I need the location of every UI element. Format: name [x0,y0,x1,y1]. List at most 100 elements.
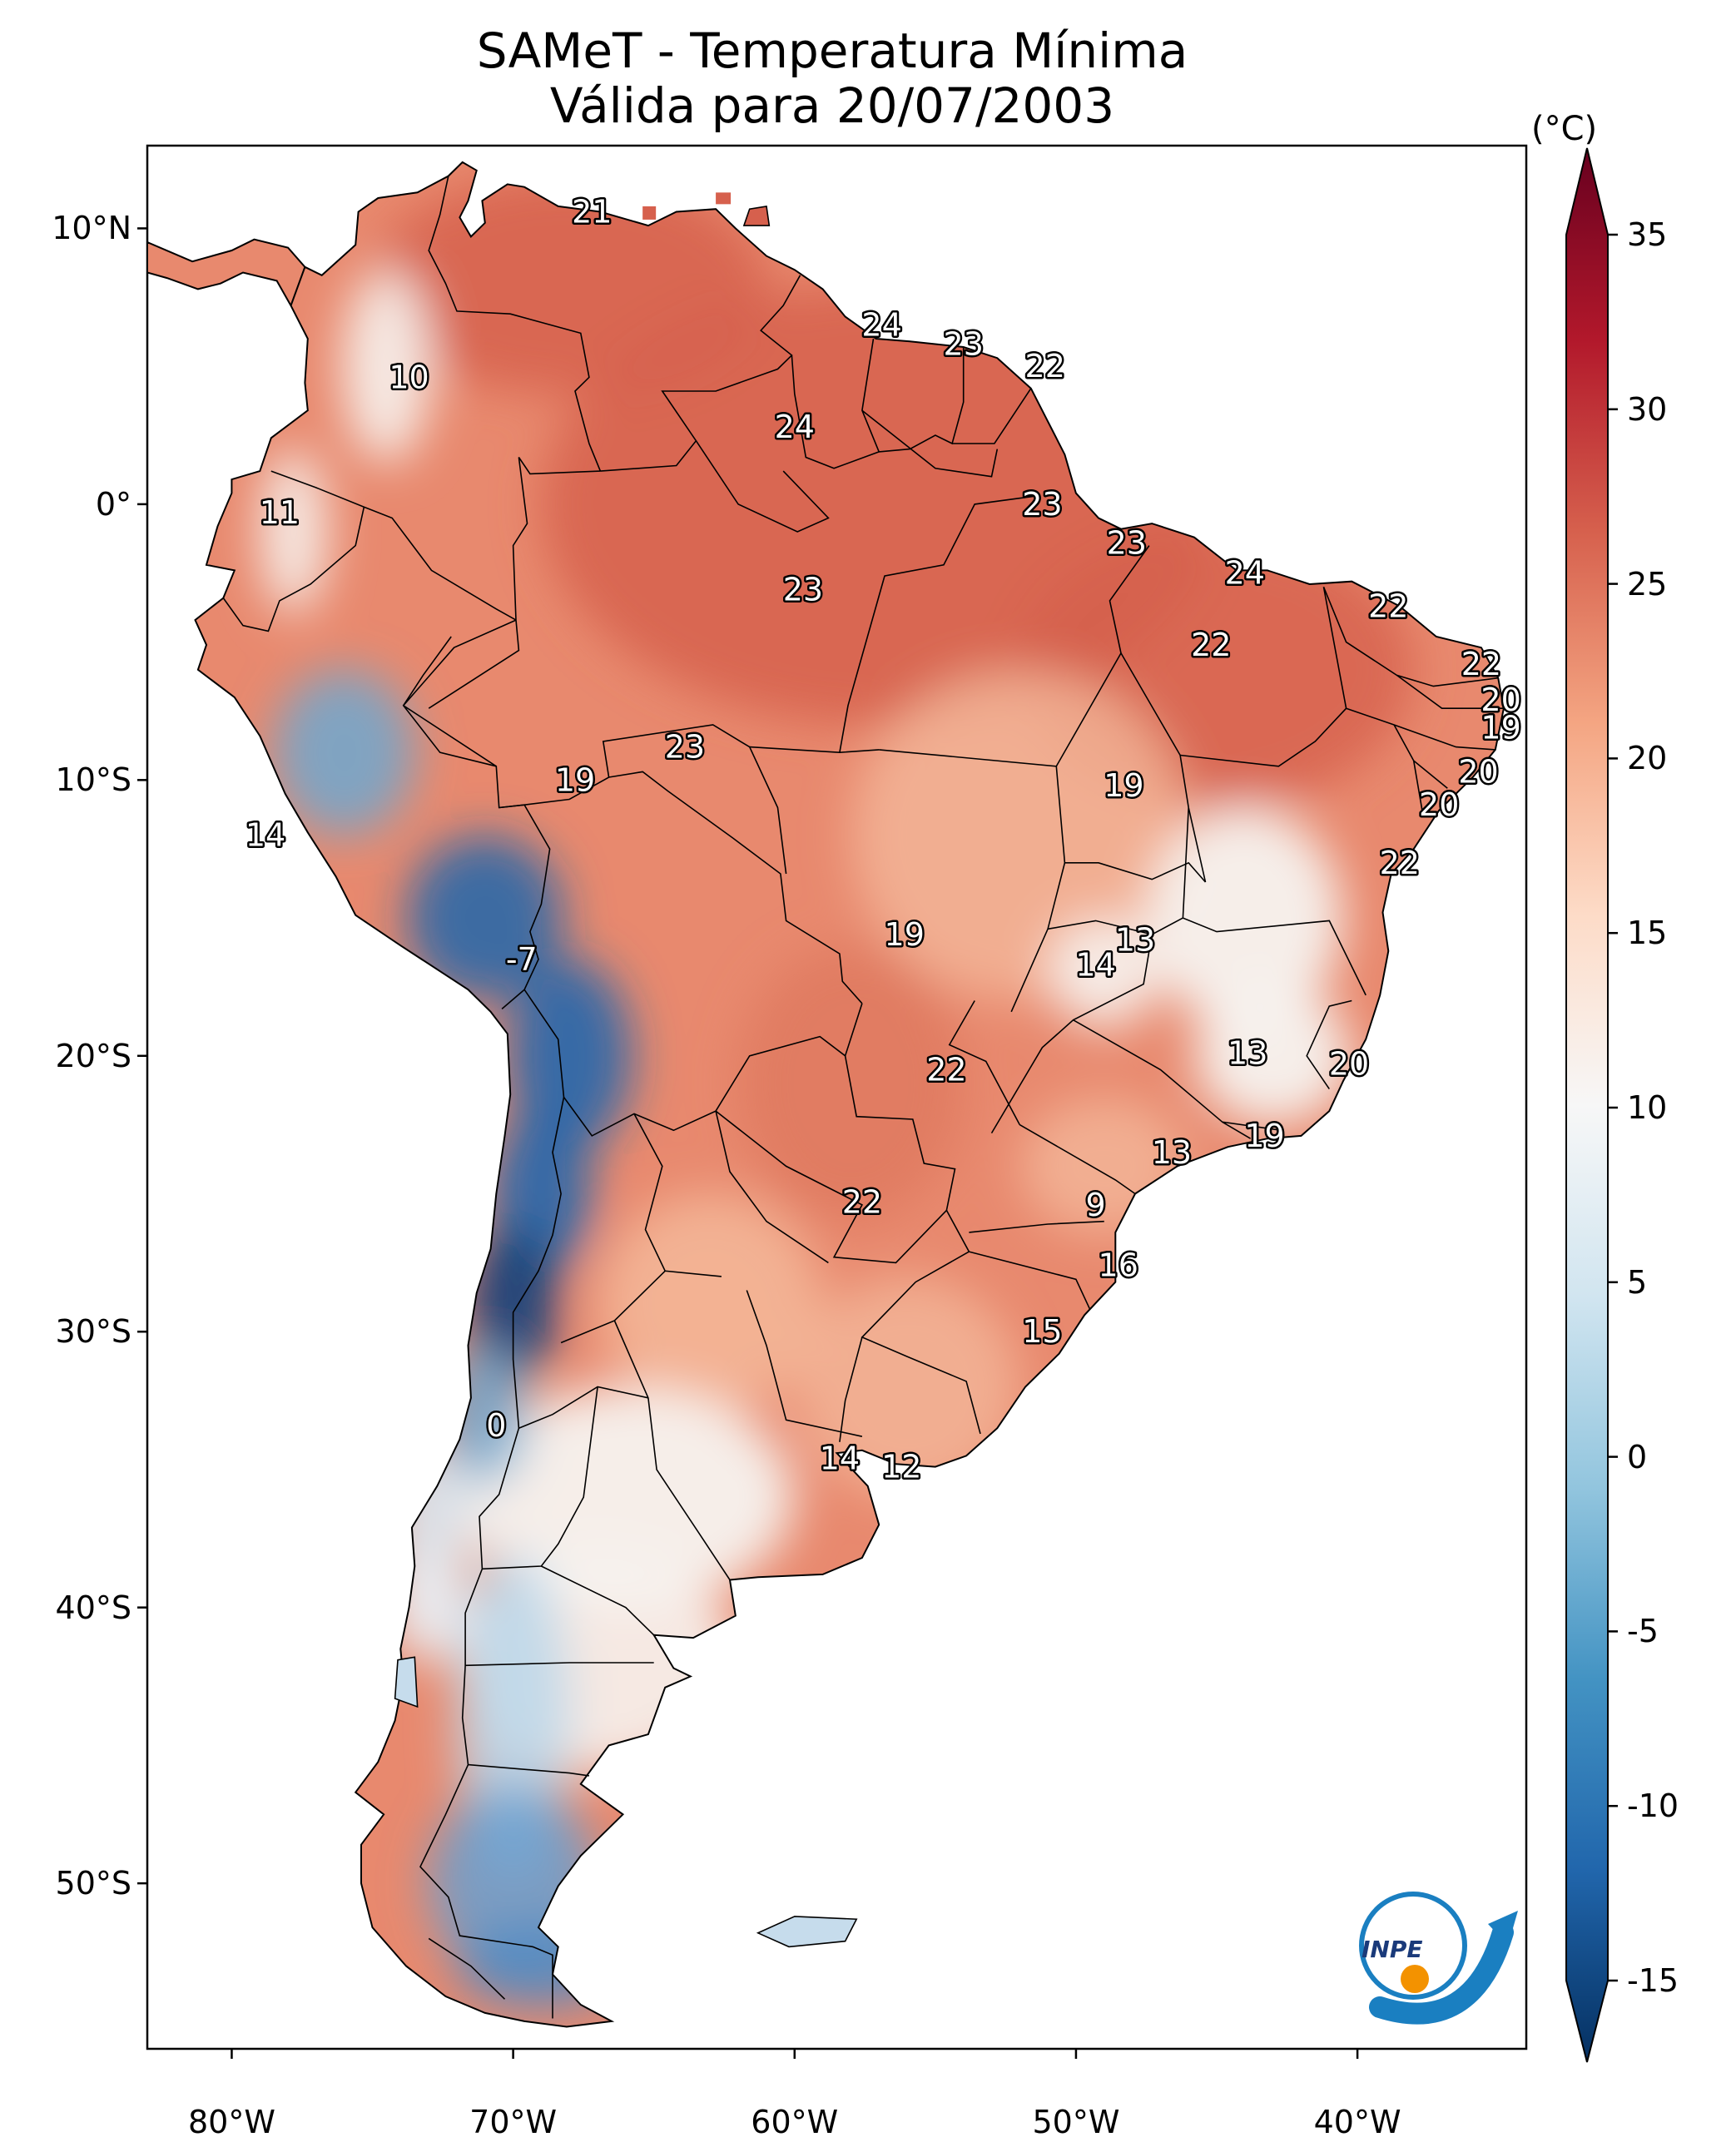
island [716,192,732,205]
temp-region [507,959,632,1153]
station-value-label: 11 [260,494,300,531]
temp-region [1146,807,1344,1029]
station-value-label: 20 [1329,1046,1369,1083]
island [742,205,771,226]
lat-tick-label: 0° [95,485,131,523]
island [642,206,657,220]
lon-tick-label: 80°W [187,2104,275,2140]
station-value-label: 10 [389,359,429,395]
temp-region [341,270,432,464]
border-line [1412,760,1423,811]
border-line [969,1251,1091,1311]
station-value-label: 13 [1152,1134,1192,1171]
border-line [633,1113,722,1277]
station-value-label: 14 [820,1440,860,1477]
station-value-label: 23 [783,572,823,608]
colorbar-tick-label: -10 [1627,1788,1679,1825]
axis-ticks [137,227,1359,2059]
border-line [1180,587,1347,767]
station-value-label: 23 [1107,524,1147,561]
lat-tick-label: 10°S [55,761,131,799]
border-line [428,1937,506,2000]
lon-tick-label: 40°W [1313,2104,1401,2140]
border-line [1064,861,1207,883]
station-value-label: 13 [1228,1035,1267,1072]
station-value-label: 22 [1380,845,1420,881]
colorbar-tick-label: 5 [1627,1263,1648,1301]
station-value-label: 12 [881,1449,921,1485]
border-line [1182,807,1366,996]
border-line [1019,1123,1136,1195]
border-line [839,1336,863,1442]
border-line [602,724,787,875]
border-line [746,1290,863,1437]
logo-arrow [1488,1911,1518,1946]
colorbar-tick-label: 20 [1627,740,1668,777]
temp-region [598,1193,823,1415]
border-line [613,1320,731,1580]
border-line [1047,917,1183,935]
colorbar-body [1565,147,1609,2063]
border-line [844,1055,956,1211]
station-value-label: 22 [842,1184,882,1221]
border-line [523,989,863,1137]
border-line [861,409,999,478]
colorbar [1565,147,1618,2063]
station-value-label: -7 [506,941,538,978]
border-line [222,507,365,632]
station-value-label: 15 [1022,1313,1062,1350]
lon-tick-label: 60°W [751,2104,839,2140]
border-line [1222,1121,1252,1139]
border-line [403,636,452,707]
border-line [498,804,525,809]
station-value-label: 0 [486,1407,506,1444]
station-value-label: 14 [246,817,285,854]
lon-tick-label: 50°W [1032,2104,1120,2140]
colorbar-tick-label: 10 [1627,1089,1668,1126]
temp-region [457,1386,795,1608]
border-line [1073,1019,1282,1132]
colorbar-tick-label: 0 [1627,1438,1648,1475]
border-line [839,495,1037,753]
border-line [468,1763,590,1777]
logo-orbit [1359,1892,1467,2000]
station-value-label: 22 [1461,646,1501,682]
station-value-label: 19 [555,761,595,798]
map-subtitle: Válida para 20/07/2003 [549,77,1115,134]
colorbar-tick-label: 25 [1627,565,1668,602]
lat-tick-label: 50°S [55,1865,131,1902]
station-value-label: 22 [926,1051,966,1088]
station-value-label: 19 [1481,709,1520,746]
border-line [419,1097,565,2019]
station-value-label: 9 [1086,1187,1106,1223]
border-line [270,470,517,621]
station-value-label: 20 [1419,786,1459,823]
islands [394,192,858,1948]
border-line [879,347,965,453]
station-value-label: 20 [1481,682,1520,718]
border-line [952,388,1032,444]
border-line [1055,545,1150,767]
logo-dot [1401,1965,1429,1993]
colorbar-tick-label: 30 [1627,390,1668,428]
border-line [1396,674,1504,710]
border-line [948,1000,1021,1125]
station-value-label: 23 [1022,486,1062,523]
border-line [465,1662,654,1667]
colorbar-tick-label: 35 [1627,216,1668,253]
border-line [541,1565,655,1636]
station-value-label: 24 [775,409,815,445]
colorbar-tick-label: -15 [1627,1962,1679,1999]
station-value-label: 23 [944,326,984,363]
border-line [715,1110,947,1264]
border-line [482,1386,598,1570]
border-line [969,1220,1104,1233]
border-line [715,1110,829,1264]
temp-region [1194,986,1352,1125]
map-title: SAMeT - Temperatura Mínima [476,22,1188,79]
border-line [524,771,863,1004]
border-line [1306,999,1352,1090]
inpe-logo-icon: INPE [1359,1892,1518,2025]
